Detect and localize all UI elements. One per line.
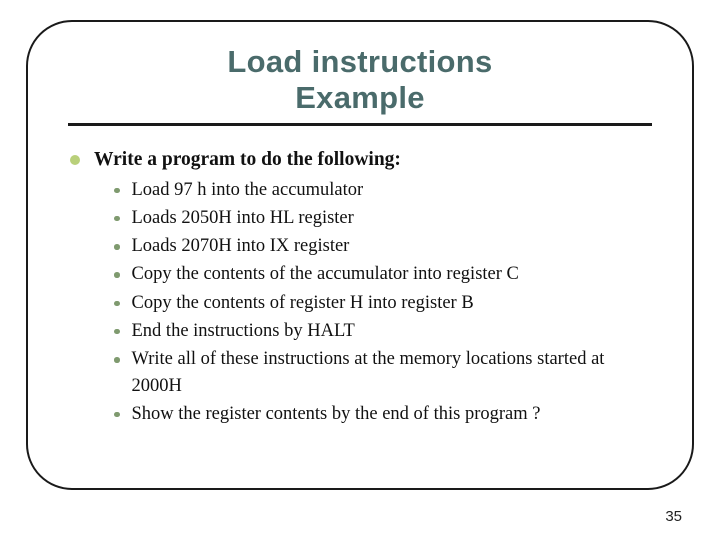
lead-row: Write a program to do the following: [70,148,652,172]
slide-title: Load instructions Example [68,44,652,115]
title-line-1: Load instructions [227,44,492,79]
list-item: Copy the contents of register H into reg… [114,290,652,316]
content-area: Write a program to do the following: Loa… [68,148,652,427]
dot-bullet-icon [114,188,120,194]
item-text: Copy the contents of the accumulator int… [132,261,519,287]
item-text: End the instructions by HALT [132,318,355,344]
item-text: Loads 2050H into HL register [132,205,354,231]
dot-bullet-icon [114,412,120,418]
item-text: Loads 2070H into IX register [132,233,350,259]
page-number: 35 [665,508,682,525]
dot-bullet-icon [114,357,120,363]
item-text: Write all of these instructions at the m… [132,346,653,399]
list-item: Loads 2050H into HL register [114,205,652,231]
item-text: Load 97 h into the accumulator [132,177,364,203]
dot-bullet-icon [114,272,120,278]
list-item: Show the register contents by the end of… [114,401,652,427]
dot-bullet-icon [114,216,120,222]
circle-bullet-icon [70,155,80,165]
lead-text: Write a program to do the following: [94,148,401,172]
title-line-2: Example [295,80,425,115]
list-item: Copy the contents of the accumulator int… [114,261,652,287]
list-item: Load 97 h into the accumulator [114,177,652,203]
item-text: Copy the contents of register H into reg… [132,290,474,316]
slide-frame: Load instructions Example Write a progra… [26,20,694,490]
list-item: End the instructions by HALT [114,318,652,344]
title-underline [68,123,652,126]
item-text: Show the register contents by the end of… [132,401,541,427]
item-list: Load 97 h into the accumulator Loads 205… [114,177,652,427]
list-item: Loads 2070H into IX register [114,233,652,259]
list-item: Write all of these instructions at the m… [114,346,652,399]
dot-bullet-icon [114,244,120,250]
dot-bullet-icon [114,301,120,307]
dot-bullet-icon [114,329,120,335]
